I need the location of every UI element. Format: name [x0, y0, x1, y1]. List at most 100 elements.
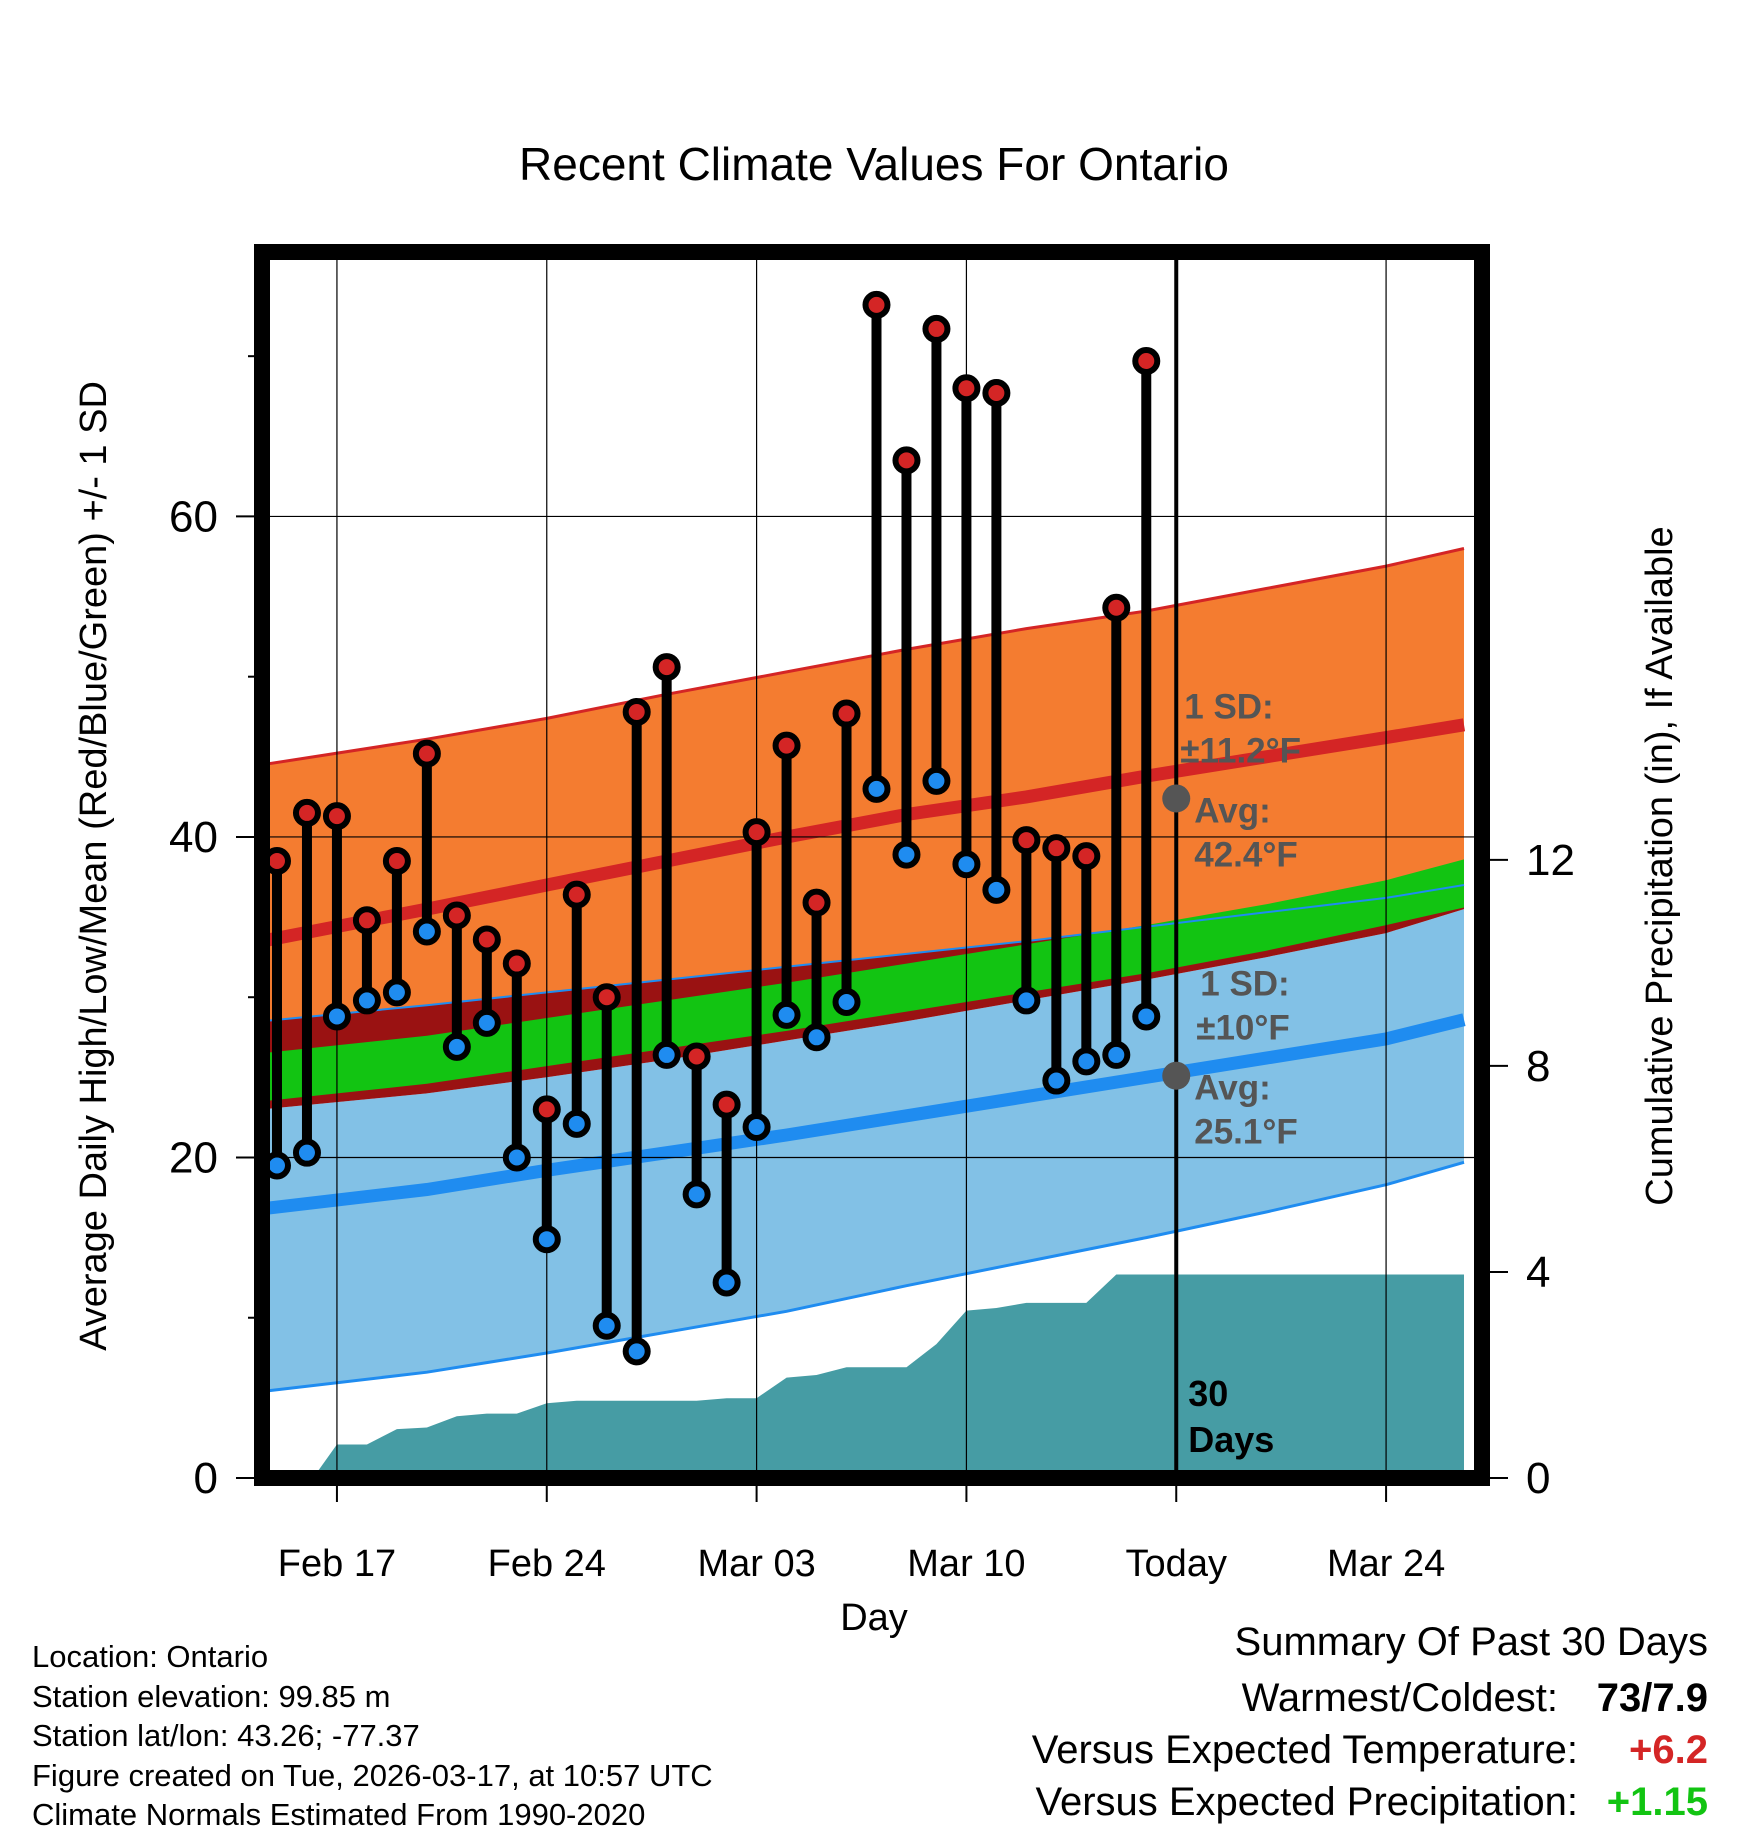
y-right-tick-label: 0 [1526, 1454, 1550, 1503]
low-avg-value: 25.1°F [1194, 1113, 1298, 1152]
daily-high-point [1042, 834, 1071, 863]
daily-high-point [1072, 842, 1101, 871]
today-days-label2: Days [1188, 1419, 1274, 1460]
daily-low-point [1132, 1002, 1161, 1031]
daily-low-point [982, 875, 1011, 904]
high-avg-value: 42.4°F [1194, 835, 1298, 874]
daily-high-point [502, 949, 531, 978]
low-sd-value: ±10°F [1196, 1009, 1290, 1048]
summary-title: Summary Of Past 30 Days [1234, 1620, 1708, 1664]
daily-low-point [622, 1337, 651, 1366]
daily-low-point [1072, 1047, 1101, 1076]
x-tick-label: Today [1126, 1543, 1227, 1585]
warmest-value: 73/7.9 [1596, 1676, 1708, 1720]
daily-low-point [502, 1143, 531, 1172]
daily-low-point [772, 1000, 801, 1029]
daily-low-point [1012, 986, 1041, 1015]
daily-high-point [652, 653, 681, 682]
x-tick-label: Mar 03 [697, 1543, 815, 1585]
precip-value: +1.15 [1606, 1780, 1708, 1824]
daily-high-point [622, 697, 651, 726]
daily-low-point [412, 917, 441, 946]
high-sd-title: 1 SD: [1184, 687, 1273, 726]
daily-low-point [292, 1138, 321, 1167]
y-left-tick-label: 20 [169, 1133, 218, 1182]
daily-high-point [592, 983, 621, 1012]
low-avg-line [261, 1013, 1466, 1216]
y-left-tick-label: 40 [169, 813, 218, 862]
daily-high-point [802, 888, 831, 917]
normals-text: Climate Normals Estimated From 1990-2020 [32, 1797, 646, 1832]
daily-high-point [982, 379, 1011, 408]
daily-low-point [472, 1008, 501, 1037]
daily-high-point [1102, 593, 1131, 622]
daily-low-point [442, 1032, 471, 1061]
today-high-avg-marker [1162, 784, 1191, 813]
daily-low-point [562, 1109, 591, 1138]
plot-frame [254, 244, 1490, 1486]
daily-high-point [382, 846, 411, 875]
daily-low-point [652, 1040, 681, 1069]
daily-high-point [562, 880, 591, 909]
precip-area [262, 1274, 1464, 1478]
daily-high-point [832, 699, 861, 728]
chart-title: Recent Climate Values For Ontario [519, 138, 1229, 190]
high-avg-title: Avg: [1194, 791, 1270, 830]
precip-label: Versus Expected Precipitation: [1035, 1780, 1578, 1824]
today-days-label: 30 [1188, 1373, 1228, 1414]
daily-low-point [352, 986, 381, 1015]
plot-area: 1 SD: ±11.2°F Avg: 42.4°F 1 SD: ±10°F Avg: 25.1… [169, 244, 1575, 1585]
x-axis-label: Day [840, 1597, 908, 1639]
high-lower-edge [261, 884, 1465, 1023]
location-text: Location: Ontario [32, 1639, 269, 1674]
station-info: Location: Ontario Station elevation: 99.… [32, 1637, 713, 1835]
today-low-avg-marker [1162, 1061, 1191, 1090]
daily-high-point [892, 446, 921, 475]
temp-value: +6.2 [1629, 1728, 1708, 1772]
daily-low-point [682, 1180, 711, 1209]
daily-high-point [532, 1095, 561, 1124]
high-sd-value: ±11.2°F [1180, 731, 1301, 770]
low-sd-title: 1 SD: [1200, 965, 1289, 1004]
x-tick-label: Mar 10 [907, 1543, 1025, 1585]
daily-high-point [712, 1090, 741, 1119]
summary-row-temp: Versus Expected Temperature: +6.2 [948, 1724, 1708, 1776]
daily-low-point [1042, 1066, 1071, 1095]
y-right-tick-label: 8 [1526, 1042, 1550, 1091]
daily-high-point [352, 906, 381, 935]
high-sd-band [262, 548, 1464, 1022]
daily-low-point [742, 1113, 771, 1142]
y-axis-right-label: Cumulative Precipitation (in), If Availa… [1639, 526, 1681, 1205]
created-text: Figure created on Tue, 2026-03-17, at 10… [32, 1757, 713, 1793]
daily-high-point [862, 290, 891, 319]
mean-avg-line [262, 859, 1464, 1102]
daily-low-point [952, 850, 981, 879]
daily-high-point [682, 1042, 711, 1071]
daily-high-point [442, 901, 471, 930]
summary-row-warmest: Warmest/Coldest: 73/7.9 [948, 1672, 1708, 1724]
daily-low-point [712, 1268, 741, 1297]
x-tick-label: Feb 17 [278, 1543, 396, 1585]
daily-low-point [382, 978, 411, 1007]
daily-high-point [322, 802, 351, 831]
daily-high-point [292, 798, 321, 827]
warmest-label: Warmest/Coldest: [1241, 1676, 1558, 1720]
daily-low-point [862, 774, 891, 803]
daily-low-point [832, 988, 861, 1017]
daily-low-point [532, 1225, 561, 1254]
low-lower-edge [261, 1160, 1465, 1393]
summary-panel: Summary Of Past 30 Days Warmest/Coldest:… [948, 1616, 1708, 1828]
y-axis-left-label: Average Daily High/Low/Mean (Red/Blue/Gr… [73, 381, 115, 1351]
daily-high-point [1012, 826, 1041, 855]
daily-high-point [472, 925, 501, 954]
daily-low-point [892, 840, 921, 869]
y-left-tick-label: 60 [169, 492, 218, 541]
latlon-text: Station lat/lon: 43.26; -77.37 [32, 1718, 420, 1753]
daily-low-point [322, 1002, 351, 1031]
low-sd-band [262, 909, 1464, 1392]
daily-high-point [1132, 346, 1161, 375]
y-right-tick-label: 4 [1526, 1248, 1550, 1297]
daily-high-point [772, 731, 801, 760]
y-left-tick-label: 0 [194, 1454, 218, 1503]
